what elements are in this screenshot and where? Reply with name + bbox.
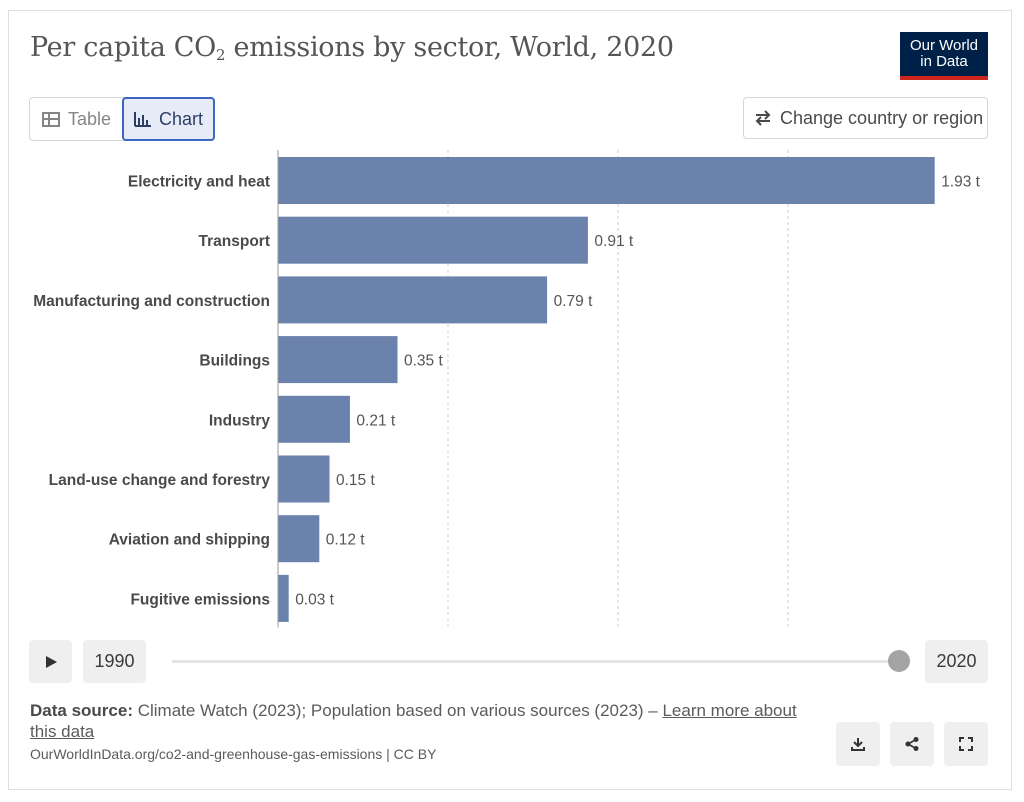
timeline-end-year[interactable]: 2020 — [925, 640, 988, 683]
table-icon — [42, 111, 60, 127]
bar-chart-icon — [134, 111, 152, 127]
value-label: 1.93 t — [941, 174, 980, 191]
bar — [278, 455, 330, 503]
value-label: 0.91 t — [594, 233, 633, 250]
category-label: Buildings — [199, 353, 270, 370]
value-label: 0.12 t — [326, 532, 365, 549]
timeline-handle[interactable] — [888, 650, 910, 672]
source-url: OurWorldInData.org/co2-and-greenhouse-ga… — [30, 746, 437, 762]
fullscreen-button[interactable] — [944, 722, 988, 766]
share-icon — [905, 737, 919, 751]
logo-line-2: in Data — [920, 53, 968, 70]
bar — [278, 395, 350, 443]
bar — [278, 157, 935, 204]
bar — [278, 216, 588, 264]
tab-table[interactable]: Table — [30, 98, 123, 140]
tab-chart[interactable]: Chart — [122, 97, 216, 141]
play-icon — [45, 655, 57, 668]
value-label: 0.15 t — [336, 472, 375, 489]
learn-more-link[interactable]: Learn more about this data — [30, 701, 797, 741]
swap-arrows-icon — [755, 110, 771, 126]
share-button[interactable] — [890, 722, 934, 766]
download-button[interactable] — [836, 722, 880, 766]
tab-table-label: Table — [68, 108, 112, 129]
category-label: Electricity and heat — [128, 174, 270, 191]
bar — [278, 276, 548, 324]
download-icon — [851, 738, 865, 751]
bar — [278, 574, 289, 622]
category-label: Fugitive emissions — [130, 591, 270, 608]
chart-title: Per capita CO2 emissions by sector, Worl… — [30, 32, 674, 64]
timeline-track[interactable] — [172, 660, 899, 663]
category-label: Manufacturing and construction — [33, 293, 270, 310]
tab-chart-label: Chart — [159, 108, 204, 129]
fullscreen-icon — [959, 737, 973, 751]
change-region-button[interactable]: Change country or region — [743, 97, 988, 139]
category-label: Transport — [199, 233, 270, 250]
timeline-start-year[interactable]: 1990 — [83, 640, 146, 683]
view-tabs: Table Chart — [29, 97, 216, 141]
value-label: 0.03 t — [295, 591, 334, 608]
category-label: Land-use change and forestry — [49, 472, 271, 489]
owid-logo[interactable]: Our World in Data — [900, 32, 988, 80]
value-label: 0.79 t — [554, 293, 593, 310]
logo-line-1: Our World — [909, 37, 979, 54]
play-button[interactable] — [29, 640, 72, 683]
change-region-label: Change country or region — [780, 107, 984, 128]
bar — [278, 515, 320, 563]
category-label: Industry — [209, 412, 271, 429]
bar — [278, 336, 398, 384]
data-source: Data source: Climate Watch (2023); Popul… — [30, 701, 797, 741]
value-label: 0.35 t — [404, 353, 443, 370]
category-label: Aviation and shipping — [109, 532, 270, 549]
value-label: 0.21 t — [356, 412, 395, 429]
